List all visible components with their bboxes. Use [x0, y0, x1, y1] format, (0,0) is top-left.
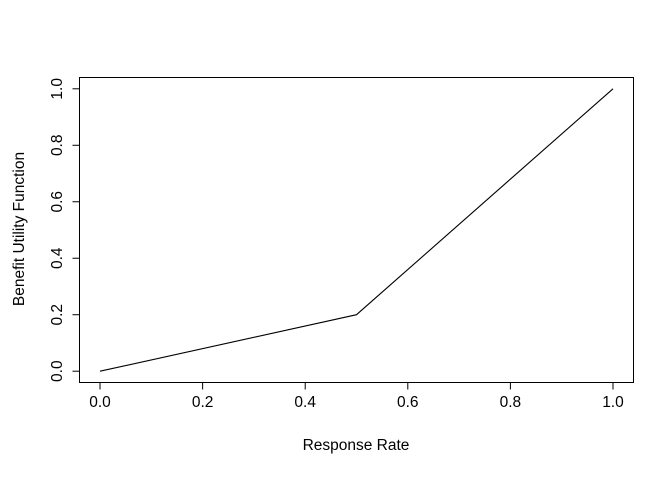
y-tick-label: 0.6 [49, 191, 66, 213]
y-tick-label: 0.8 [49, 134, 66, 156]
y-tick-label: 0.4 [49, 247, 66, 269]
x-tick-label: 1.0 [602, 394, 624, 411]
x-tick-label: 0.0 [89, 394, 111, 411]
x-tick-label: 0.8 [500, 394, 522, 411]
data-line [99, 88, 614, 372]
plot-frame-box [79, 77, 634, 383]
y-tick-label: 0.2 [49, 304, 66, 326]
x-tick-label: 0.6 [397, 394, 419, 411]
x-tick-label: 0.2 [192, 394, 214, 411]
x-tick-label: 0.4 [294, 394, 316, 411]
y-tick-label: 1.0 [49, 78, 66, 100]
y-tick-label: 0.0 [49, 360, 66, 382]
y-axis-title: Benefit Utility Function [11, 152, 28, 306]
x-axis-title: Response Rate [303, 437, 410, 454]
